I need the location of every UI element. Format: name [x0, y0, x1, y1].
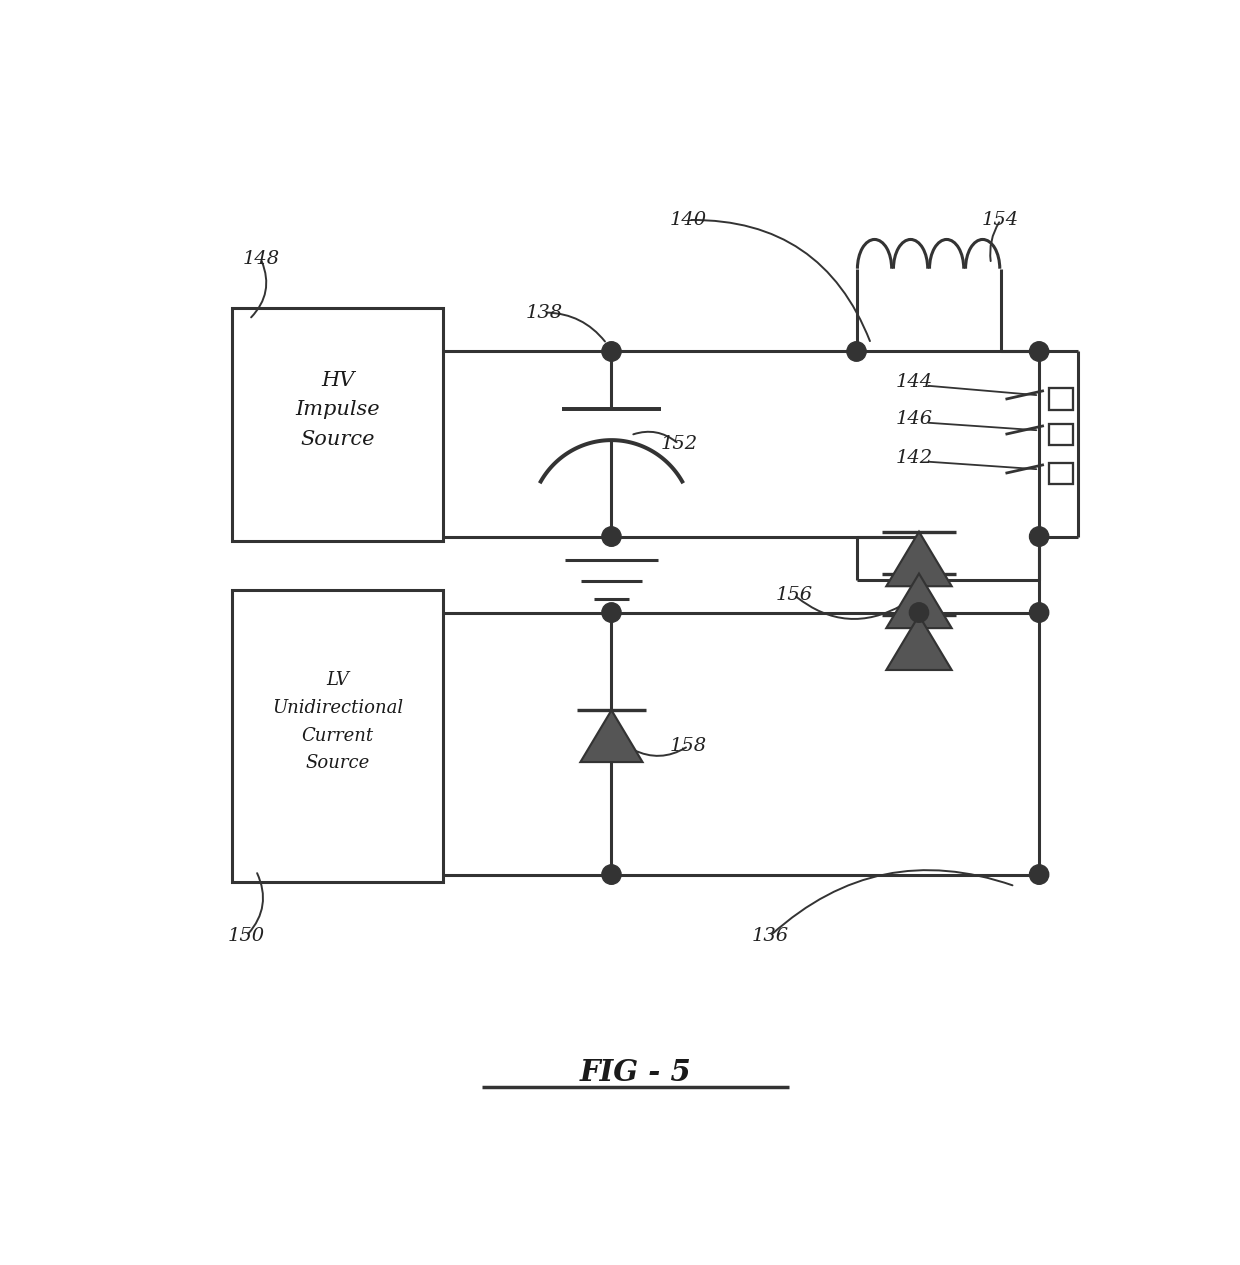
Text: 152: 152: [660, 435, 697, 453]
Polygon shape: [887, 573, 951, 629]
Polygon shape: [887, 616, 951, 670]
Text: 144: 144: [895, 373, 932, 391]
Circle shape: [1029, 865, 1049, 884]
Text: 142: 142: [895, 449, 932, 467]
Circle shape: [1029, 603, 1049, 622]
Text: 146: 146: [895, 410, 932, 428]
Text: 158: 158: [670, 737, 707, 755]
Circle shape: [847, 342, 866, 362]
Text: LV
Unidirectional
Current
Source: LV Unidirectional Current Source: [272, 670, 403, 773]
Polygon shape: [580, 710, 642, 762]
Circle shape: [601, 603, 621, 622]
Bar: [232, 589, 444, 883]
Circle shape: [1029, 526, 1049, 546]
Bar: [1049, 463, 1074, 484]
Text: 140: 140: [670, 211, 707, 229]
Circle shape: [601, 342, 621, 362]
Text: HV
Impulse
Source: HV Impulse Source: [295, 371, 379, 449]
Circle shape: [601, 865, 621, 884]
Circle shape: [909, 603, 929, 622]
Text: 148: 148: [242, 250, 279, 268]
Text: 154: 154: [982, 211, 1019, 229]
Circle shape: [601, 526, 621, 546]
Text: FIG - 5: FIG - 5: [579, 1058, 692, 1087]
Circle shape: [1029, 342, 1049, 362]
Text: 156: 156: [775, 586, 812, 603]
Text: 138: 138: [526, 304, 563, 321]
Bar: [1049, 388, 1074, 410]
Bar: [1049, 424, 1074, 445]
Text: 136: 136: [751, 927, 789, 945]
Polygon shape: [887, 531, 951, 586]
Text: 150: 150: [228, 927, 265, 945]
Bar: [232, 307, 444, 541]
